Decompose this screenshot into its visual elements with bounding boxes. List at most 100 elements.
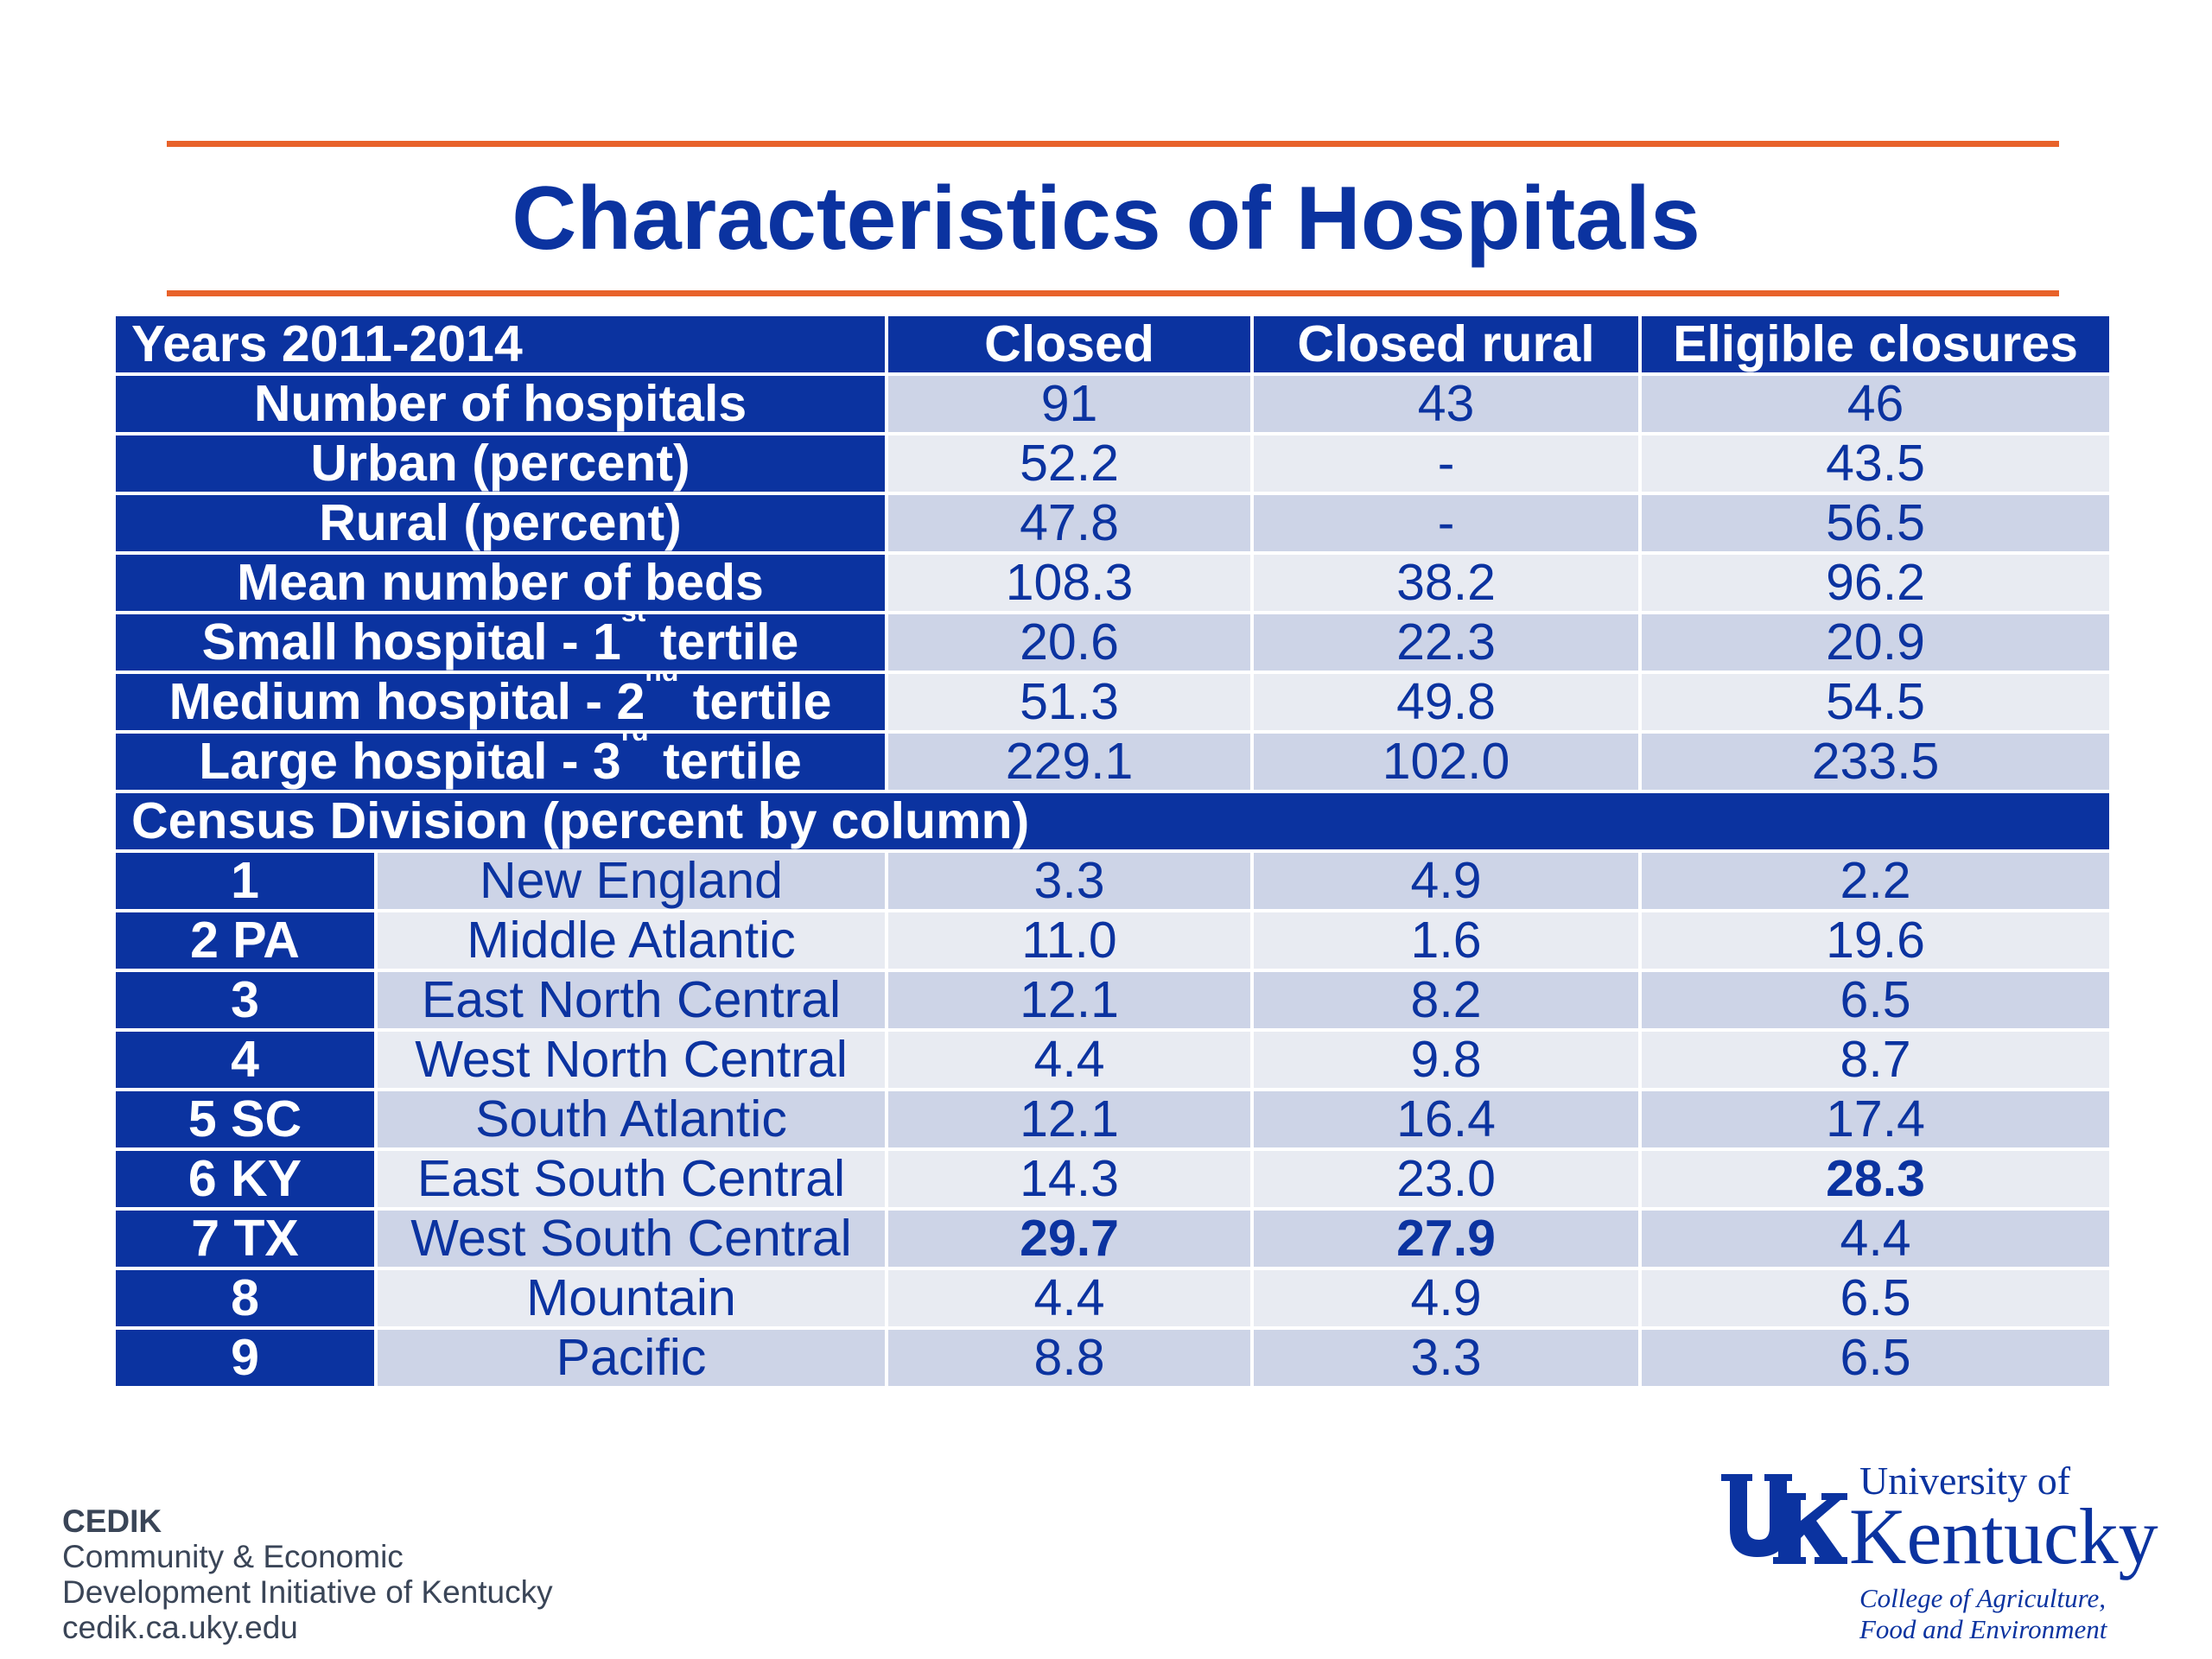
table-row: Urban (percent) 52.2 - 43.5: [111, 432, 2113, 495]
cell-closed: 4.4: [885, 1267, 1255, 1330]
division-name: Middle Atlantic: [373, 909, 889, 972]
division-name: West North Central: [373, 1028, 889, 1091]
row-label: Large hospital - 3rd tertile: [111, 730, 889, 793]
table-row: 2 PA Middle Atlantic 11.0 1.6 19.6: [112, 909, 2113, 972]
cell-closed: 47.8: [885, 492, 1255, 555]
division-code: 1: [112, 849, 378, 912]
cell-eligible: 6.5: [1638, 969, 2113, 1032]
cell-closed-rural: 38.2: [1250, 551, 1643, 614]
cell-eligible: 56.5: [1638, 492, 2113, 555]
cell-eligible: 8.7: [1638, 1028, 2113, 1091]
cell-eligible: 28.3: [1638, 1147, 2113, 1211]
cell-closed: 229.1: [885, 730, 1255, 793]
cell-closed-rural: 4.9: [1250, 849, 1643, 912]
cell-closed: 51.3: [885, 671, 1255, 734]
row-label: Small hospital - 1st tertile: [111, 611, 889, 674]
cell-eligible: 4.4: [1638, 1207, 2113, 1270]
cell-closed-rural: -: [1250, 432, 1643, 495]
cell-eligible: 233.5: [1638, 730, 2113, 793]
table-row: Mean number of beds 108.3 38.2 96.2: [111, 551, 2113, 614]
cell-closed: 12.1: [885, 969, 1255, 1032]
cell-closed: 4.4: [885, 1028, 1255, 1091]
division-name: New England: [373, 849, 889, 912]
cedik-acronym: CEDIK: [62, 1503, 162, 1539]
division-code: 2 PA: [112, 909, 378, 972]
uk-line-1: University of: [1859, 1459, 2071, 1503]
cell-closed: 91: [885, 372, 1255, 435]
table-row: Rural (percent) 47.8 - 56.5: [111, 492, 2113, 555]
division-name: Mountain: [373, 1267, 889, 1330]
cell-eligible: 2.2: [1638, 849, 2113, 912]
table-row: 1 New England 3.3 4.9 2.2: [112, 849, 2113, 912]
cell-eligible: 20.9: [1638, 611, 2113, 674]
top-rule: [167, 141, 2059, 147]
row-label: Urban (percent): [111, 432, 889, 495]
table-row: 9 Pacific 8.8 3.3 6.5: [112, 1326, 2113, 1389]
table-row: Number of hospitals 91 43 46: [111, 372, 2113, 435]
cell-eligible: 54.5: [1638, 671, 2113, 734]
table-row: 3 East North Central 12.1 8.2 6.5: [112, 969, 2113, 1032]
division-code: 3: [112, 969, 378, 1032]
header-years: Years 2011-2014: [111, 313, 889, 376]
row-label: Mean number of beds: [111, 551, 889, 614]
table-row: Medium hospital - 2nd tertile 51.3 49.8 …: [111, 671, 2113, 734]
cell-closed: 8.8: [885, 1326, 1255, 1389]
division-code: 6 KY: [112, 1147, 378, 1211]
cell-eligible: 46: [1638, 372, 2113, 435]
cell-closed-rural: 8.2: [1250, 969, 1643, 1032]
cell-closed-rural: 43: [1250, 372, 1643, 435]
cell-eligible: 6.5: [1638, 1326, 2113, 1389]
cell-closed: 14.3: [885, 1147, 1255, 1211]
cell-closed: 11.0: [885, 909, 1255, 972]
table-row: 5 SC South Atlantic 12.1 16.4 17.4: [112, 1088, 2113, 1151]
cedik-url: cedik.ca.uky.edu: [62, 1610, 298, 1645]
cell-closed: 52.2: [885, 432, 1255, 495]
division-code: 8: [112, 1267, 378, 1330]
table-row: 4 West North Central 4.4 9.8 8.7: [112, 1028, 2113, 1091]
cell-closed-rural: -: [1250, 492, 1643, 555]
table-row: 7 TX West South Central 29.7 27.9 4.4: [112, 1207, 2113, 1270]
row-label: Medium hospital - 2nd tertile: [111, 671, 889, 734]
division-code: 4: [112, 1028, 378, 1091]
bottom-rule: [167, 290, 2059, 296]
header-eligible-closures: Eligible closures: [1638, 313, 2113, 376]
table-row: 6 KY East South Central 14.3 23.0 28.3: [112, 1147, 2113, 1211]
uk-college-name: College of Agriculture, Food and Environ…: [1859, 1583, 2107, 1645]
cell-closed-rural: 16.4: [1250, 1088, 1643, 1151]
hospital-characteristics-table: Years 2011-2014 Closed Closed rural Elig…: [111, 313, 2113, 1389]
cell-eligible: 17.4: [1638, 1088, 2113, 1151]
section-header-row: Census Division (percent by column): [111, 790, 2113, 853]
cedik-line-2: Development Initiative of Kentucky: [62, 1574, 553, 1610]
row-label: Number of hospitals: [111, 372, 889, 435]
division-code: 9: [112, 1326, 378, 1389]
cell-closed-rural: 1.6: [1250, 909, 1643, 972]
cell-eligible: 96.2: [1638, 551, 2113, 614]
division-name: East South Central: [373, 1147, 889, 1211]
uk-line-2: Kentucky: [1849, 1492, 2158, 1580]
cell-closed-rural: 102.0: [1250, 730, 1643, 793]
uk-line-3: College of Agriculture,: [1859, 1583, 2106, 1613]
table-row: Small hospital - 1st tertile 20.6 22.3 2…: [111, 611, 2113, 674]
table-row: Large hospital - 3rd tertile 229.1 102.0…: [111, 730, 2113, 793]
division-code: 7 TX: [112, 1207, 378, 1270]
header-closed: Closed: [885, 313, 1255, 376]
cedik-footer: CEDIK Community & Economic Development I…: [62, 1503, 553, 1645]
cell-closed: 108.3: [885, 551, 1255, 614]
division-code: 5 SC: [112, 1088, 378, 1151]
division-name: West South Central: [373, 1207, 889, 1270]
row-label: Rural (percent): [111, 492, 889, 555]
cell-eligible: 19.6: [1638, 909, 2113, 972]
cell-eligible: 6.5: [1638, 1267, 2113, 1330]
cell-closed-rural: 27.9: [1250, 1207, 1643, 1270]
cell-eligible: 43.5: [1638, 432, 2113, 495]
cell-closed-rural: 4.9: [1250, 1267, 1643, 1330]
division-name: Pacific: [373, 1326, 889, 1389]
table-row: 8 Mountain 4.4 4.9 6.5: [112, 1267, 2113, 1330]
cell-closed-rural: 49.8: [1250, 671, 1643, 734]
uk-line-4: Food and Environment: [1859, 1614, 2107, 1644]
cedik-line-1: Community & Economic: [62, 1539, 404, 1574]
uk-monogram-icon: [1721, 1474, 1847, 1564]
cell-closed-rural: 22.3: [1250, 611, 1643, 674]
cell-closed: 20.6: [885, 611, 1255, 674]
division-name: East North Central: [373, 969, 889, 1032]
